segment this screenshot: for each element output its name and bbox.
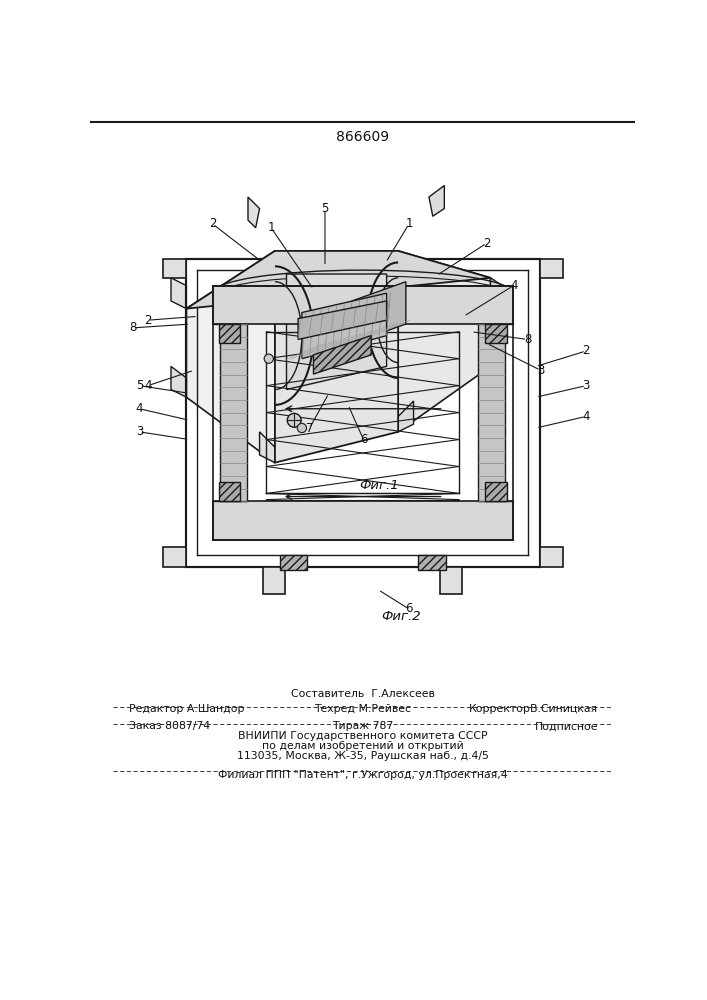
Text: Редактор А.Шандор: Редактор А.Шандор (129, 704, 244, 714)
Polygon shape (429, 185, 444, 216)
Text: Подписное: Подписное (534, 721, 598, 731)
Bar (221, 324, 247, 501)
Text: по делам изобретений и открытий: по делам изобретений и открытий (262, 741, 464, 751)
Text: 1: 1 (267, 221, 275, 234)
Bar (218, 324, 240, 343)
Text: 4: 4 (144, 379, 151, 392)
Bar (279, 555, 308, 570)
Text: 3: 3 (583, 379, 590, 392)
Text: 4: 4 (583, 410, 590, 423)
Text: 5: 5 (136, 379, 143, 392)
Text: Техред М.Рейвес: Техред М.Рейвес (314, 704, 411, 714)
Bar (213, 286, 513, 324)
Text: Фиг.1: Фиг.1 (359, 479, 399, 492)
Polygon shape (491, 366, 502, 397)
Polygon shape (398, 251, 491, 432)
Circle shape (264, 354, 274, 363)
Polygon shape (313, 336, 371, 374)
Polygon shape (259, 432, 275, 463)
Text: 3: 3 (537, 364, 544, 377)
Text: 8: 8 (524, 333, 531, 346)
Bar (440, 567, 462, 594)
Text: 3: 3 (136, 425, 143, 438)
Polygon shape (187, 251, 275, 463)
Text: Заказ 8087/74: Заказ 8087/74 (129, 721, 210, 731)
Polygon shape (491, 278, 502, 309)
Text: ВНИИПИ Государственного комитета СССР: ВНИИПИ Государственного комитета СССР (238, 731, 488, 741)
Text: КорректорВ.Синицкая: КорректорВ.Синицкая (469, 704, 598, 714)
Circle shape (287, 413, 301, 427)
Bar (418, 555, 446, 570)
Text: 8: 8 (129, 321, 136, 334)
Bar (213, 501, 513, 540)
Polygon shape (398, 401, 414, 432)
Bar (218, 482, 240, 501)
Bar (540, 259, 563, 278)
Text: Филиал ППП "Патент", г.Ужгород, ул.Проектная,4: Филиал ППП "Патент", г.Ужгород, ул.Проек… (218, 770, 508, 780)
Polygon shape (187, 251, 491, 309)
Text: 5: 5 (321, 202, 329, 215)
Text: 866609: 866609 (336, 130, 390, 144)
Polygon shape (275, 251, 398, 463)
Text: 2: 2 (144, 314, 151, 327)
Polygon shape (302, 293, 387, 359)
Bar (163, 547, 186, 567)
Text: 2: 2 (483, 237, 491, 250)
Polygon shape (298, 301, 387, 339)
Polygon shape (171, 278, 187, 309)
Text: Фиг.2: Фиг.2 (381, 610, 421, 623)
Text: Составитель  Г.Алексеев: Составитель Г.Алексеев (291, 689, 435, 699)
Polygon shape (248, 197, 259, 228)
Bar (478, 324, 506, 501)
Bar (485, 482, 507, 501)
Text: Тираж 787: Тираж 787 (332, 721, 393, 731)
Bar (264, 567, 285, 594)
Text: 1: 1 (405, 217, 413, 230)
Bar (540, 547, 563, 567)
Polygon shape (352, 282, 406, 343)
Text: 6: 6 (405, 602, 413, 615)
Text: 2: 2 (583, 344, 590, 358)
Text: 4: 4 (510, 279, 518, 292)
Text: 113035, Москва, Ж-35, Раушская наб., д.4/5: 113035, Москва, Ж-35, Раушская наб., д.4… (237, 751, 489, 761)
Polygon shape (171, 366, 187, 397)
Text: 6: 6 (360, 433, 367, 446)
Text: 4: 4 (136, 402, 144, 415)
Text: 2: 2 (209, 217, 216, 230)
Text: 7: 7 (306, 422, 313, 434)
Circle shape (297, 423, 307, 433)
Bar (485, 324, 507, 343)
Polygon shape (286, 274, 387, 389)
Bar (163, 259, 186, 278)
Bar (186, 259, 540, 567)
